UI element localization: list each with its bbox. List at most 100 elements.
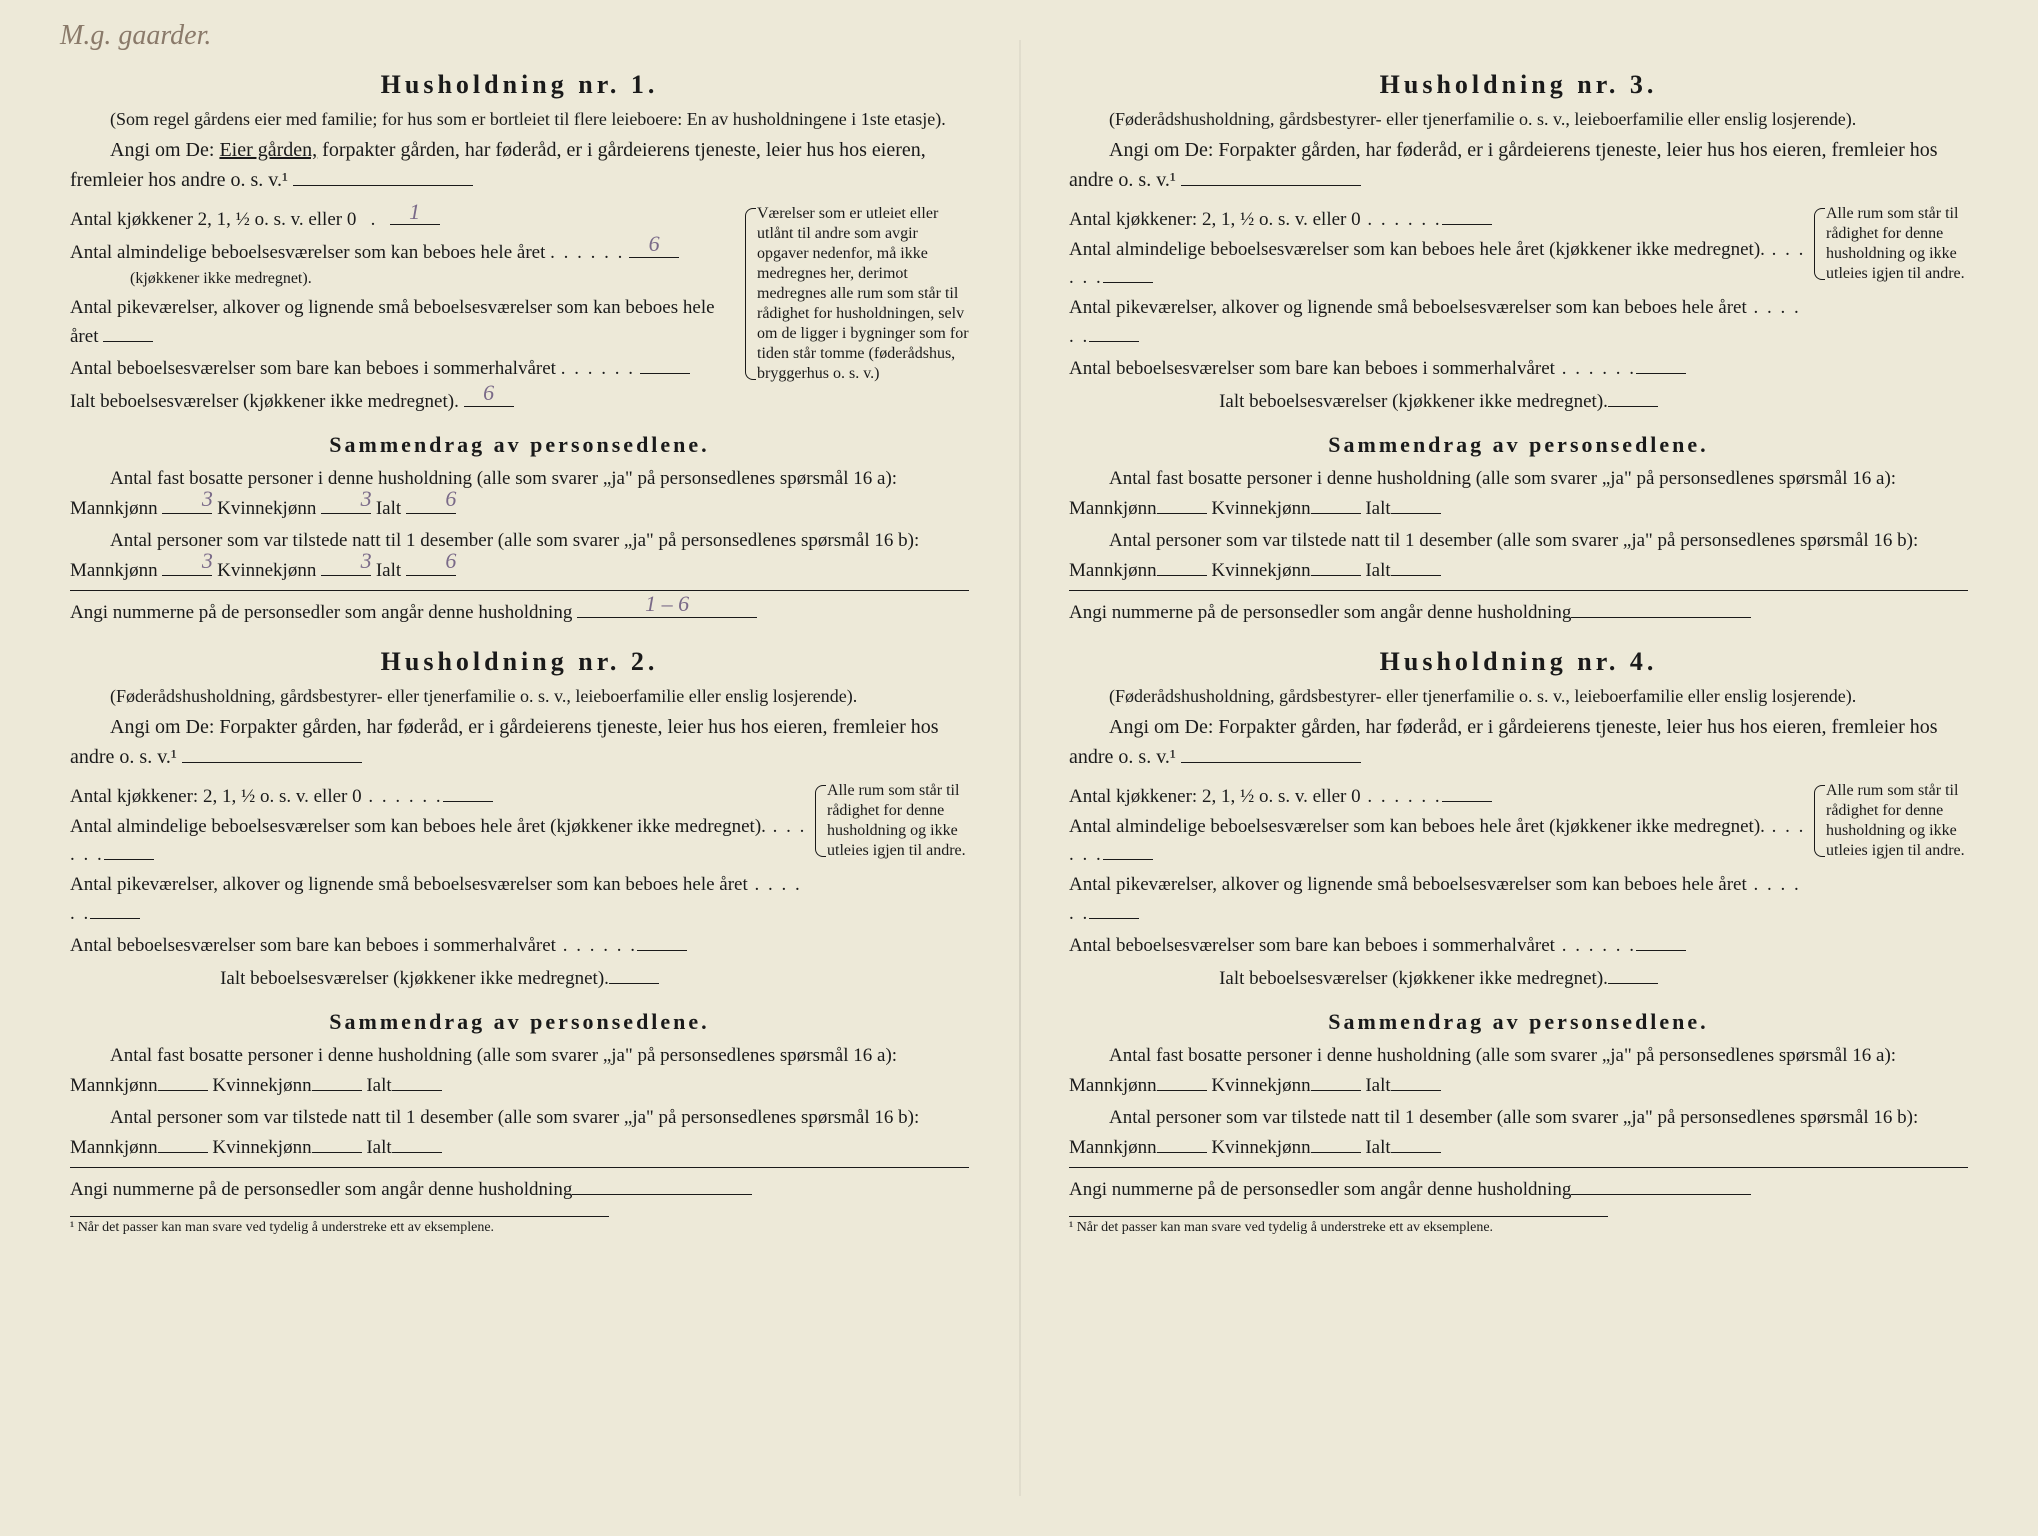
q-total: Ialt beboelsesværelser (kjøkkener ikke m… [70,386,739,415]
blank [1157,493,1207,514]
blank [1571,597,1751,618]
q-kitchens: Antal kjøkkener: 2, 1, ½ o. s. v. eller … [1069,204,1808,233]
q-rooms-year: Antal almindelige beboelsesværelser som … [1069,814,1808,868]
sum-kvinne-label: Kvinnekjønn [217,498,316,519]
blank [1089,898,1139,919]
household-4-side-note: Alle rum som står til rådighet for denne… [1808,781,1968,861]
q-rooms-year-text: Antal almindelige beboelsesværelser som … [70,242,545,263]
divider [1069,590,1968,591]
household-3-sum-fast: Antal fast bosatte personer i denne hush… [1069,466,1968,522]
q-summer-text: Antal beboelsesværelser som bare kan beb… [70,935,556,956]
q-total-blank: 6 [464,386,514,407]
q-total-text: Ialt beboelsesværelser (kjøkkener ikke m… [1219,968,1608,989]
blank [1157,1132,1207,1153]
blank [392,1132,442,1153]
blank [1311,555,1361,576]
blank [1311,1070,1361,1091]
household-1-angi-num: Angi nummerne på de personsedler som ang… [70,597,969,626]
q-summer-text: Antal beboelsesværelser som bare kan beb… [1069,358,1555,379]
sum-fast-i-blank: 6 [406,493,456,514]
q-total-text: Ialt beboelsesværelser (kjøkkener ikke m… [220,968,609,989]
q-summer: Antal beboelsesværelser som bare kan beb… [70,930,809,959]
q-summer-text: Antal beboelsesværelser som bare kan beb… [1069,935,1555,956]
footnote-right: ¹ Når det passer kan man svare ved tydel… [1069,1216,1608,1236]
handwritten-annotation: M.g. gaarder. [60,20,211,52]
sum-ialt-label: Ialt [366,1075,391,1096]
sum-ialt-label2: Ialt [1365,1137,1390,1158]
blank [1608,963,1658,984]
household-3-sum-tilstede: Antal personer som var tilstede natt til… [1069,528,1968,584]
q-summer-text: Antal beboelsesværelser som bare kan beb… [70,358,556,379]
household-4-sum-fast: Antal fast bosatte personer i denne hush… [1069,1043,1968,1099]
household-3-questions: Antal kjøkkener: 2, 1, ½ o. s. v. eller … [1069,204,1808,418]
q-rooms-year-text: Antal almindelige beboelsesværelser som … [70,816,766,837]
sum-fast-m-value: 3 [162,484,213,515]
blank [609,963,659,984]
q-summer: Antal beboelsesværelser som bare kan beb… [1069,353,1808,382]
q-pike: Antal pikeværelser, alkover og lignende … [70,872,809,926]
blank [1391,1132,1441,1153]
sum-til-i-value: 6 [405,546,456,577]
sum-ialt-label2: Ialt [366,1137,391,1158]
blank [1636,353,1686,374]
angi-num-text: Angi nummerne på de personsedler som ang… [70,602,572,623]
q-pike-text: Antal pikeværelser, alkover og lignende … [70,874,748,895]
q-rooms-year: Antal almindelige beboelsesværelser som … [70,814,809,868]
q-rooms-year-blank: 6 [629,237,679,258]
q-pike: Antal pikeværelser, alkover og lignende … [1069,295,1808,349]
household-3-side-note: Alle rum som står til rådighet for denne… [1808,204,1968,284]
sum-ialt-label2: Ialt [1365,560,1390,581]
angi-num-text: Angi nummerne på de personsedler som ang… [1069,602,1571,623]
household-2-side-note: Alle rum som står til rådighet for denne… [809,781,969,861]
household-2-questions: Antal kjøkkener: 2, 1, ½ o. s. v. eller … [70,781,809,995]
sum-kvinne-label2: Kvinnekjønn [1211,560,1310,581]
household-2-sum-fast: Antal fast bosatte personer i denne hush… [70,1043,969,1099]
sum-kvinne-label2: Kvinnekjønn [217,560,316,581]
sum-ialt-label: Ialt [1365,498,1390,519]
right-page: Husholdning nr. 3. (Føderådshusholdning,… [1049,40,1988,1496]
angi-num-text: Angi nummerne på de personsedler som ang… [70,1179,572,1200]
blank [312,1132,362,1153]
household-4-sum-tilstede: Antal personer som var tilstede natt til… [1069,1105,1968,1161]
blank-line [293,164,473,186]
q-rooms-year-text: Antal almindelige beboelsesværelser som … [1069,816,1765,837]
blank [572,1174,752,1195]
q-summer-blank [640,353,690,374]
household-2-summary-title: Sammendrag av personsedlene. [70,1009,969,1035]
blank [1442,781,1492,802]
sum-til-m-blank: 3 [162,555,212,576]
sum-fast-m-blank: 3 [162,493,212,514]
household-2-intro-paren: (Føderådshusholdning, gårdsbestyrer- ell… [70,685,969,708]
household-4-title: Husholdning nr. 4. [1069,647,1968,677]
household-2-title: Husholdning nr. 2. [70,647,969,677]
sum-fast-i-value: 6 [405,484,456,515]
blank [1391,493,1441,514]
q-pike-blank [103,321,153,342]
divider [70,1167,969,1168]
blank [1571,1174,1751,1195]
q-kitchens: Antal kjøkkener: 2, 1, ½ o. s. v. eller … [70,781,809,810]
angi-underlined: Eier gården, [219,139,317,161]
household-3-angi-num: Angi nummerne på de personsedler som ang… [1069,597,1968,626]
q-total: Ialt beboelsesværelser (kjøkkener ikke m… [70,963,809,992]
household-1-questions: Antal kjøkkener 2, 1, ½ o. s. v. eller 0… [70,204,739,418]
q-pike-text: Antal pikeværelser, alkover og lignende … [70,297,715,347]
q-rooms-year-value: 6 [649,229,660,259]
household-4-angi-num: Angi nummerne på de personsedler som ang… [1069,1174,1968,1203]
q-kitchens-value: 1 [409,197,420,227]
q-pike: Antal pikeværelser, alkover og lignende … [1069,872,1808,926]
blank [90,898,140,919]
household-2-questions-row: Antal kjøkkener: 2, 1, ½ o. s. v. eller … [70,781,969,995]
blank [1103,840,1153,861]
footnote-left: ¹ Når det passer kan man svare ved tydel… [70,1216,609,1236]
household-4-summary-title: Sammendrag av personsedlene. [1069,1009,1968,1035]
angi-num-blank: 1 – 6 [577,597,757,618]
q-rooms-year: Antal almindelige beboelsesværelser som … [1069,237,1808,291]
blank [1442,204,1492,225]
divider [1069,1167,1968,1168]
sum-fast-k-blank: 3 [321,493,371,514]
sum-ialt-label2: Ialt [376,560,401,581]
household-1-questions-row: Antal kjøkkener 2, 1, ½ o. s. v. eller 0… [70,204,969,418]
blank [158,1070,208,1091]
blank [1157,1070,1207,1091]
